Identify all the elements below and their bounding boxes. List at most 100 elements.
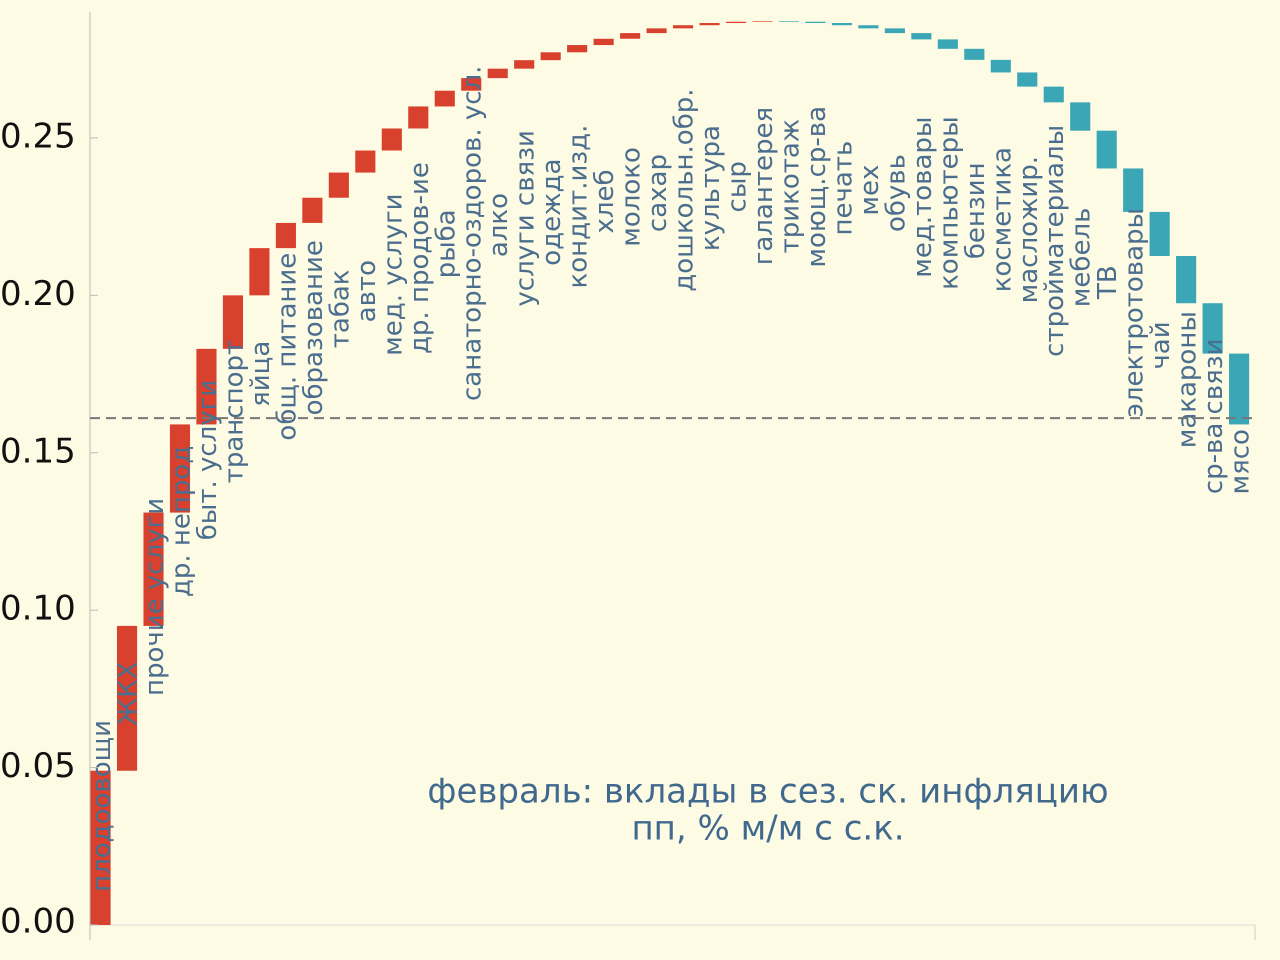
bar	[302, 197, 323, 223]
y-tick-label: 0.00	[0, 902, 76, 942]
category-label: транспорт	[219, 340, 249, 483]
category-label: санаторно-оздоров. усл.	[458, 66, 488, 401]
bar	[567, 45, 588, 53]
category-label: кондит.изд.	[564, 125, 594, 289]
category-label: ср-ва связи	[1199, 338, 1229, 494]
category-label: масложир.	[1014, 156, 1044, 303]
bar	[831, 23, 852, 26]
bar	[487, 68, 508, 79]
category-label: мех	[855, 165, 885, 216]
category-label: сахар	[643, 154, 673, 232]
bar	[593, 38, 614, 46]
category-label: хлеб	[590, 169, 620, 233]
bar	[1043, 86, 1064, 103]
category-label: трикотаж	[775, 119, 805, 254]
category-label: мед.товары	[908, 117, 938, 278]
bar	[222, 295, 244, 349]
bar	[143, 512, 164, 626]
bar	[673, 25, 694, 29]
bar	[699, 23, 720, 26]
category-label: быт. услуги	[193, 380, 223, 540]
category-label: ТВ	[1093, 265, 1123, 300]
y-tick-label: 0.10	[0, 589, 76, 629]
category-label: табак	[325, 269, 355, 348]
category-label: прочие услуги	[140, 498, 170, 696]
category-label: печать	[828, 141, 858, 236]
category-label: мясо	[1226, 429, 1256, 494]
bar	[964, 48, 985, 60]
category-label: мебель	[1067, 208, 1097, 308]
category-label: бензин	[961, 162, 991, 259]
category-label: рыба	[431, 209, 461, 278]
category-label: общ. питание	[272, 253, 302, 441]
category-label: услуги связи	[511, 130, 541, 306]
category-label: молоко	[617, 147, 647, 247]
category-label: электротовары	[1120, 208, 1150, 418]
y-tick-label: 0.25	[0, 116, 76, 156]
bar	[540, 52, 561, 61]
bar	[1229, 353, 1250, 425]
category-label: макароны	[1173, 311, 1203, 448]
bar	[884, 28, 905, 34]
bar	[275, 222, 296, 249]
category-label: косметика	[987, 147, 1017, 292]
category-label: культура	[696, 125, 726, 251]
category-label: обувь	[881, 154, 911, 232]
bar	[408, 106, 429, 129]
bar	[911, 33, 932, 40]
category-label: стройматериалы	[1040, 125, 1070, 357]
bar	[1070, 102, 1091, 131]
bar	[1096, 130, 1117, 169]
y-tick-label: 0.20	[0, 274, 76, 314]
bar	[752, 21, 773, 22]
bar	[169, 424, 191, 513]
bar	[937, 39, 958, 49]
bar	[328, 172, 349, 198]
y-tick-label: 0.15	[0, 431, 76, 471]
bar	[355, 150, 376, 173]
bar	[990, 59, 1011, 73]
category-label: образование	[299, 240, 329, 415]
bar	[1176, 255, 1197, 304]
bar	[1017, 72, 1038, 87]
bar	[858, 25, 879, 29]
bar	[116, 625, 138, 771]
bar	[778, 21, 800, 22]
bar	[620, 33, 641, 39]
category-label: чай	[1146, 321, 1176, 369]
category-label: одежда	[537, 159, 567, 266]
category-label: алко	[484, 193, 514, 257]
category-label: ЖКХ	[114, 662, 144, 726]
bar	[1202, 303, 1223, 354]
category-label: др. непрод	[166, 446, 196, 597]
category-label: компьютеры	[934, 116, 964, 290]
bar	[90, 770, 111, 925]
category-label: яйца	[246, 341, 276, 407]
category-label: др. продов-ие	[405, 162, 435, 354]
bar	[1123, 168, 1144, 212]
bar	[249, 248, 270, 296]
bar	[805, 21, 826, 24]
bar	[196, 348, 217, 425]
bar	[725, 21, 747, 24]
bar	[381, 128, 402, 151]
category-label: галантерея	[749, 107, 779, 265]
y-tick-label: 0.05	[0, 746, 76, 786]
bar	[1149, 211, 1170, 256]
bar	[434, 90, 455, 107]
bar	[646, 28, 667, 34]
category-label: моющ.ср-ва	[802, 106, 832, 268]
category-label: плодоовощи	[87, 720, 117, 892]
category-label: дошкольн.обр.	[670, 88, 700, 291]
chart-subtitle: пп, % м/м с с.к.	[631, 809, 904, 849]
bar	[514, 60, 535, 69]
category-label: сыр	[723, 161, 753, 212]
category-label: мед. услуги	[378, 193, 408, 355]
chart-title: февраль: вклады в сез. ск. инфляцию	[427, 772, 1108, 812]
bar	[461, 78, 482, 91]
category-label: авто	[352, 260, 382, 322]
